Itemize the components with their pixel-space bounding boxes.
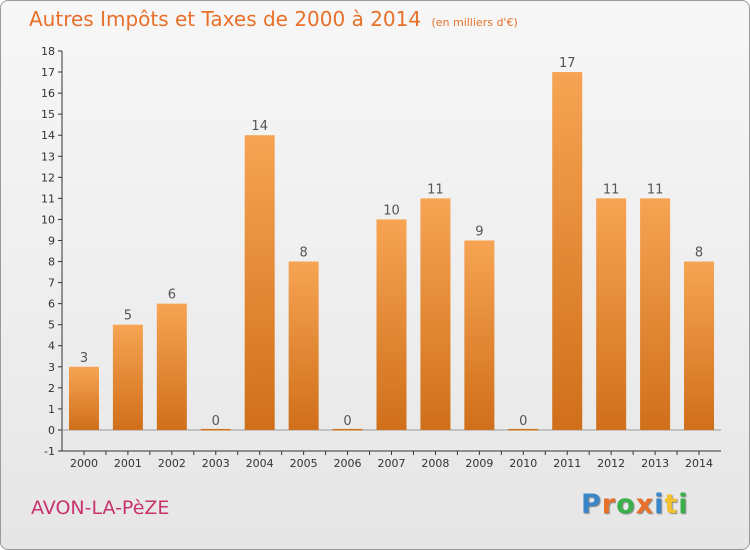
x-tick-label: 2004 — [246, 457, 274, 470]
chart-bars — [68, 72, 715, 431]
y-tick-label: 11 — [41, 192, 55, 205]
y-tick-label: 9 — [48, 234, 55, 247]
y-tick-label: 18 — [41, 45, 55, 58]
chart-subtitle: (en milliers d'€) — [431, 16, 518, 29]
data-label: 11 — [603, 182, 620, 197]
bar[interactable] — [464, 240, 495, 430]
bar[interactable] — [552, 72, 583, 430]
bar[interactable] — [596, 198, 627, 430]
data-label: 9 — [475, 224, 483, 239]
y-tick-label: 6 — [48, 298, 55, 311]
y-tick-label: 8 — [48, 256, 55, 269]
y-tick-label: 13 — [41, 150, 55, 163]
y-tick-label: 3 — [48, 361, 55, 374]
logo-letter: r — [601, 489, 617, 520]
x-tick-label: 2009 — [465, 457, 493, 470]
bar[interactable] — [420, 198, 451, 430]
data-label: 0 — [519, 414, 527, 429]
logo-letter: o — [616, 489, 636, 520]
bar[interactable] — [244, 135, 275, 430]
location-name: AVON-LA-PèZE — [31, 497, 170, 519]
y-tick-label: 10 — [41, 213, 55, 226]
bar[interactable] — [68, 366, 99, 430]
bar[interactable] — [288, 261, 319, 430]
data-label: 0 — [343, 414, 351, 429]
data-label: 10 — [383, 203, 400, 218]
y-tick-label: 1 — [48, 403, 55, 416]
x-tick-label: 2012 — [597, 457, 625, 470]
bar[interactable] — [684, 261, 715, 430]
data-label: 8 — [695, 246, 703, 261]
bar[interactable] — [508, 428, 539, 431]
bar[interactable] — [200, 428, 231, 431]
y-tick-label: 15 — [41, 108, 55, 121]
data-label: 17 — [559, 56, 576, 71]
bar[interactable] — [112, 324, 143, 430]
y-tick-label: 14 — [41, 129, 55, 142]
data-label: 11 — [427, 182, 444, 197]
y-tick-label: 7 — [48, 277, 55, 290]
x-tick-label: 2008 — [421, 457, 449, 470]
x-tick-label: 2002 — [158, 457, 186, 470]
y-tick-label: -1 — [44, 445, 55, 458]
data-label: 11 — [647, 182, 664, 197]
y-tick-label: 17 — [41, 66, 55, 79]
data-label: 6 — [168, 288, 176, 303]
logo-letter: i — [678, 489, 689, 520]
bar[interactable] — [332, 428, 363, 431]
bar[interactable] — [156, 303, 187, 430]
y-tick-label: 2 — [48, 382, 55, 395]
logo-letter: t — [664, 489, 679, 520]
x-tick-label: 2013 — [641, 457, 669, 470]
data-label: 14 — [251, 119, 268, 134]
x-tick-label: 2006 — [334, 457, 362, 470]
x-tick-label: 2007 — [378, 457, 406, 470]
logo-letter: i — [654, 489, 665, 520]
chart-data-labels: 3 5 6 0 14 8 0 10 11 9 0 17 11 11 8 — [80, 56, 703, 429]
bar[interactable] — [640, 198, 671, 430]
x-tick-label: 2000 — [70, 457, 98, 470]
x-tick-label: 2010 — [509, 457, 537, 470]
chart-title: Autres Impôts et Taxes de 2000 à 2014 (e… — [29, 7, 518, 31]
logo-letter: P — [581, 489, 602, 520]
x-tick-label: 2011 — [553, 457, 581, 470]
y-tick-label: 16 — [41, 87, 55, 100]
chart-title-text: Autres Impôts et Taxes de 2000 à 2014 — [29, 7, 422, 31]
y-tick-label: 12 — [41, 171, 55, 184]
proxiti-logo[interactable]: Proxiti — [581, 489, 689, 520]
logo-letter: x — [635, 489, 655, 520]
x-tick-label: 2014 — [685, 457, 713, 470]
y-tick-label: 4 — [48, 340, 55, 353]
data-label: 0 — [212, 414, 220, 429]
data-label: 3 — [80, 351, 88, 366]
y-tick-label: 5 — [48, 319, 55, 332]
x-tick-label: 2003 — [202, 457, 230, 470]
y-tick-label: 0 — [48, 424, 55, 437]
bar[interactable] — [376, 219, 407, 430]
data-label: 5 — [124, 309, 132, 324]
data-label: 8 — [299, 246, 307, 261]
x-tick-label: 2005 — [290, 457, 318, 470]
x-tick-label: 2001 — [114, 457, 142, 470]
